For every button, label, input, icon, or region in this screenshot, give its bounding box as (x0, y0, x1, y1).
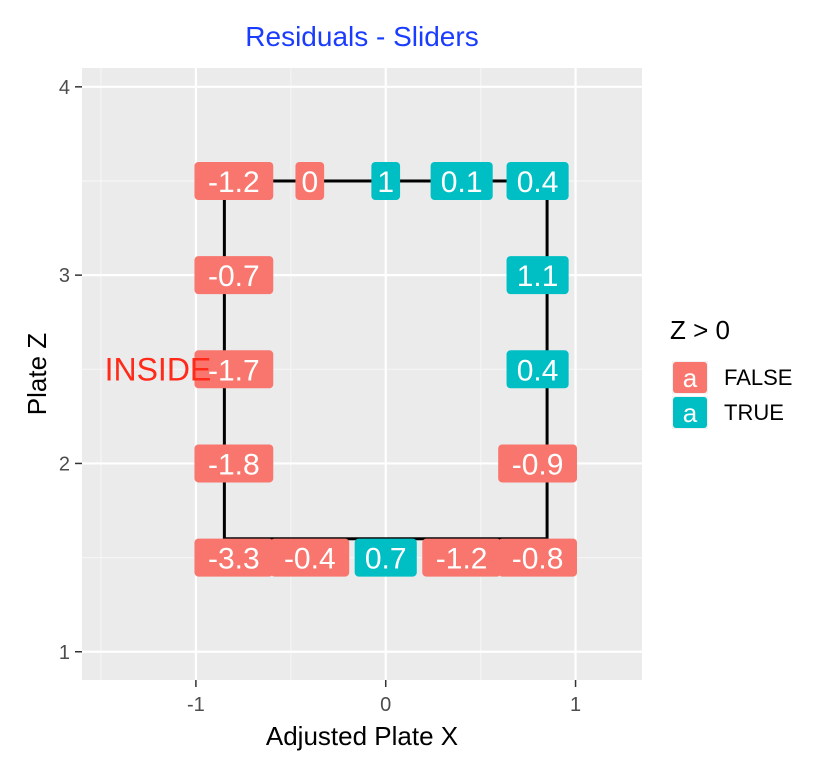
residual-label: 0.1 (430, 161, 493, 200)
legend-title: Z > 0 (670, 315, 730, 345)
x-axis-ticks: -1 0 1 (187, 680, 581, 716)
x-axis-title: Adjusted Plate X (266, 721, 458, 751)
y-tick-label: 4 (59, 77, 70, 99)
y-axis-ticks: 1 2 3 4 (59, 77, 82, 664)
residual-label-text: -1.8 (208, 448, 260, 481)
residual-label: 0 (295, 161, 325, 200)
legend-key-swatch (673, 362, 707, 393)
residual-label: 0.7 (354, 538, 417, 577)
residual-label: -0.4 (270, 538, 350, 577)
residual-label-text: -3.3 (208, 543, 260, 576)
residual-label-text: -0.7 (208, 260, 260, 293)
residual-label-text: -1.2 (436, 543, 488, 576)
residual-label: -0.8 (498, 538, 577, 577)
x-tick-label: -1 (187, 694, 205, 716)
residual-label-box (194, 538, 274, 577)
residual-label: 1.1 (506, 256, 569, 295)
residual-label-text: 0 (301, 166, 318, 199)
residual-label: -0.9 (498, 444, 577, 483)
residual-label-text: -0.8 (512, 543, 564, 576)
residual-label-text: 1 (377, 166, 394, 199)
residual-label-box (354, 538, 417, 577)
residual-label-box (506, 256, 569, 295)
residual-label-box (270, 538, 350, 577)
residual-label: -1.7 (194, 350, 274, 389)
residual-labels: -1.2 0 1 0.1 0.4 -0.7 1.1 -1.7 0.4 -1.8 -0.9 -3.3 -0… (194, 161, 577, 577)
inside-annotation: INSIDE (105, 351, 212, 387)
residual-label-box (498, 538, 577, 577)
residual-label-box (194, 444, 274, 483)
legend-entry-label: FALSE (724, 365, 792, 390)
legend-entry-label: TRUE (724, 400, 784, 425)
residual-label-text: 0.4 (517, 166, 559, 199)
residual-label-box (506, 350, 569, 389)
x-tick-label: 1 (570, 694, 581, 716)
residual-label-text: -0.4 (284, 543, 336, 576)
residual-label-box (194, 350, 274, 389)
residual-label-box (194, 161, 274, 200)
legend-entry: a FALSE (672, 361, 792, 394)
residual-label: -0.7 (194, 256, 274, 295)
residual-label-box (371, 161, 401, 200)
y-tick-label: 3 (59, 265, 70, 287)
residual-label-box (194, 256, 274, 295)
legend-key-glyph: a (683, 398, 698, 428)
residual-label-box (498, 444, 577, 483)
residual-label-box (430, 161, 493, 200)
legend-key-swatch (673, 397, 707, 428)
residual-label-box (506, 161, 569, 200)
residual-label-text: -1.7 (208, 354, 260, 387)
residual-label-text: 1.1 (517, 260, 559, 293)
y-tick-label: 2 (59, 453, 70, 475)
y-axis-title: Plate Z (22, 333, 52, 415)
x-tick-label: 0 (380, 694, 391, 716)
legend-key-glyph: a (683, 363, 698, 393)
residual-label-text: -1.2 (208, 166, 260, 199)
legend-entries: a FALSE a TRUE (672, 361, 792, 429)
residual-label: 0.4 (506, 161, 569, 200)
residual-label: -3.3 (194, 538, 274, 577)
residual-label-text: 0.7 (365, 543, 407, 576)
legend: Z > 0 a FALSE a TRUE (670, 315, 792, 429)
residual-label: -1.8 (194, 444, 274, 483)
legend-entry: a TRUE (672, 396, 784, 429)
residual-label: 0.4 (506, 350, 569, 389)
residual-label: -1.2 (422, 538, 502, 577)
residual-label: 1 (371, 161, 401, 200)
residual-label-box (422, 538, 502, 577)
chart-title: Residuals - Sliders (245, 21, 478, 52)
residual-label-text: 0.1 (441, 166, 483, 199)
residual-label: -1.2 (194, 161, 274, 200)
residual-label-text: -0.9 (512, 448, 564, 481)
residual-label-box (295, 161, 325, 200)
residual-label-text: 0.4 (517, 354, 559, 387)
y-tick-label: 1 (59, 642, 70, 664)
